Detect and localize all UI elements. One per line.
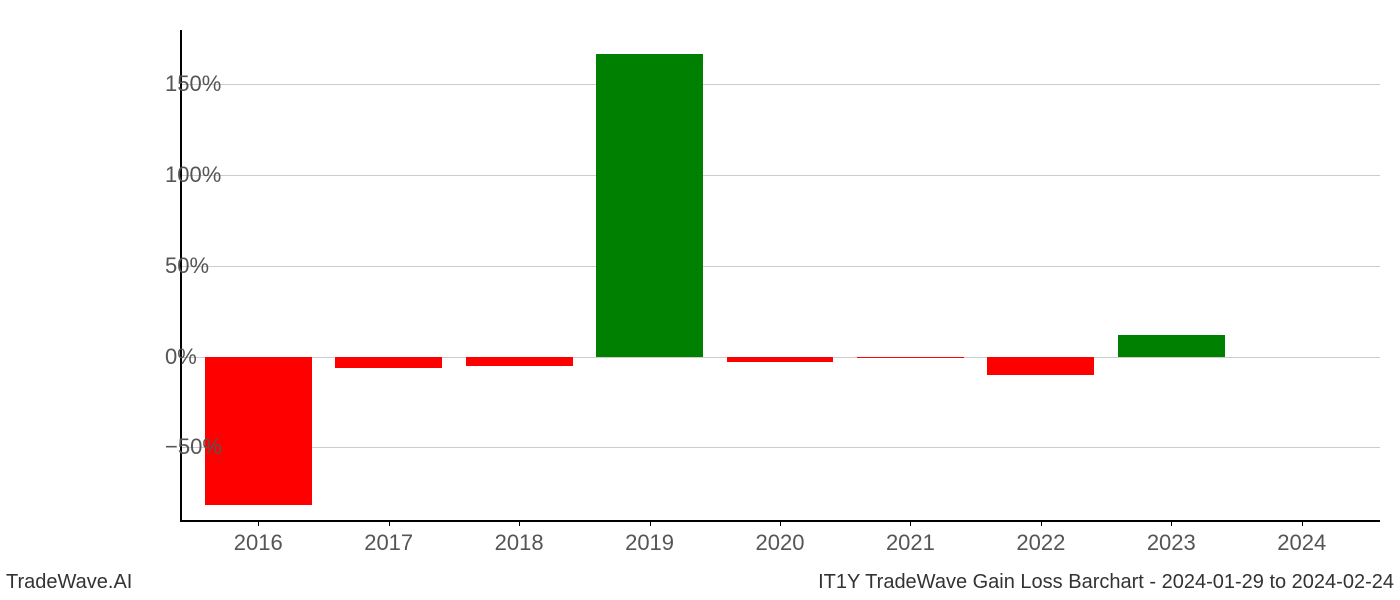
bar [466, 357, 573, 366]
bar [205, 357, 312, 506]
x-tick-label: 2019 [625, 530, 674, 556]
x-tick-mark [389, 520, 390, 526]
x-tick-label: 2021 [886, 530, 935, 556]
x-tick-mark [780, 520, 781, 526]
bar [596, 54, 703, 357]
x-tick-mark [910, 520, 911, 526]
x-tick-label: 2016 [234, 530, 283, 556]
x-tick-label: 2017 [364, 530, 413, 556]
bar [335, 357, 442, 368]
footer-right-label: IT1Y TradeWave Gain Loss Barchart - 2024… [818, 571, 1394, 594]
x-tick-label: 2020 [756, 530, 805, 556]
x-tick-label: 2018 [495, 530, 544, 556]
gridline [180, 175, 1380, 176]
chart-container: TradeWave.AI IT1Y TradeWave Gain Loss Ba… [0, 0, 1400, 600]
x-tick-label: 2023 [1147, 530, 1196, 556]
bar [727, 357, 834, 362]
gridline [180, 84, 1380, 85]
x-tick-label: 2022 [1016, 530, 1065, 556]
x-tick-mark [1171, 520, 1172, 526]
x-tick-mark [1041, 520, 1042, 526]
x-tick-mark [519, 520, 520, 526]
gridline [180, 447, 1380, 448]
x-tick-mark [650, 520, 651, 526]
footer-left-label: TradeWave.AI [6, 571, 132, 594]
x-tick-label: 2024 [1277, 530, 1326, 556]
plot-area [180, 30, 1380, 520]
bar [857, 357, 964, 359]
bar [1118, 335, 1225, 357]
x-tick-mark [258, 520, 259, 526]
bar [987, 357, 1094, 375]
gridline [180, 266, 1380, 267]
x-tick-mark [1302, 520, 1303, 526]
